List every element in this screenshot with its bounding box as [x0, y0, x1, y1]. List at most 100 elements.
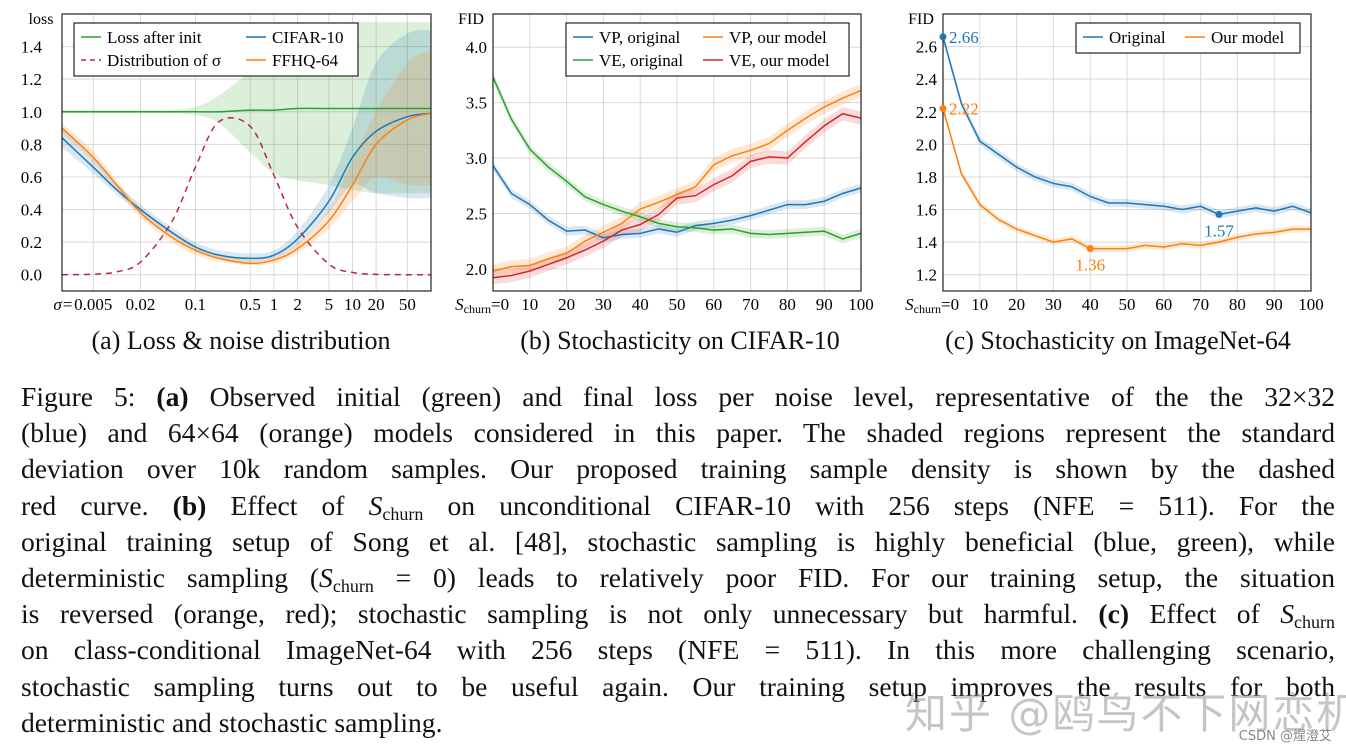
y-tick-label: 2.5	[466, 204, 487, 223]
x-tick-label: 80	[1229, 295, 1246, 314]
plot-frame	[942, 13, 1312, 292]
caption-text: churn	[382, 503, 424, 524]
x-tick-label: 5	[325, 295, 334, 314]
caption-text: stochastic sampling turns out to be usef…	[21, 670, 1335, 702]
caption-text: Figure 5:	[21, 381, 157, 412]
caption-text: = 0) leads to relatively poor FID. For o…	[373, 561, 1336, 593]
figure-caption: Figure 5: (a) Observed initial (green) a…	[21, 379, 1335, 741]
caption-line: red curve. (b) Effect of Schurn on uncon…	[21, 488, 1335, 524]
annotation-label: 1.57	[1204, 221, 1234, 240]
caption-text: (b)	[172, 489, 207, 521]
y-axis-label: loss	[29, 11, 54, 28]
annotation-point	[1215, 210, 1223, 218]
legend-label: Loss after init	[107, 28, 202, 47]
chart-b: 2.0 2.5 3.0 3.5 4.0 FID =0 10 20 30 40 50 60 70 80 90 10…	[455, 11, 874, 316]
series-line-3	[62, 116, 431, 276]
caption-text: S	[319, 561, 333, 593]
x-tick-label: 50	[1119, 295, 1136, 314]
chart-c: 1.2 1.4 1.6 1.8 2.0 2.2 2.4 2.6 FID =0 10 20 30 40 50 6…	[905, 11, 1324, 316]
caption-text: Effect of	[1129, 598, 1281, 630]
caption-line: deterministic and stochastic sampling.	[21, 705, 1335, 741]
caption-text: S	[368, 489, 383, 521]
y-tick-label: 2.6	[916, 38, 937, 57]
x-tick-label: 50	[669, 295, 686, 314]
x-tick-label: 20	[1008, 295, 1025, 314]
x-tick-label: 0.5	[240, 295, 261, 314]
series-line-0	[943, 36, 1311, 216]
series-line-1	[943, 108, 1311, 250]
caption-text: Observed initial (green) and final loss …	[188, 381, 1335, 412]
caption-text: S	[1280, 598, 1295, 630]
series-line-2	[62, 112, 431, 265]
caption-line: (blue) and 64×64 (orange) models conside…	[21, 415, 1335, 451]
legend-label: VP, original	[599, 28, 681, 47]
x-tick-label: 30	[595, 295, 612, 314]
y-tick-label: 2.2	[916, 103, 937, 122]
annotation-label: 1.36	[1075, 256, 1105, 275]
caption-text: (a)	[156, 381, 189, 412]
y-tick-label: 3.5	[466, 94, 487, 113]
y-tick-label: 2.4	[916, 70, 938, 89]
x-tick-label: 70	[742, 295, 759, 314]
legend: Loss after init CIFAR-10 Distribution of σ…	[73, 22, 359, 77]
chart-a: 0.0 0.2 0.4 0.6 0.8 1.0 1.2 1.4 loss 0.005 0.02 0.1…	[21, 11, 432, 314]
watermark: 知乎 @鸥鸟不下网恋机	[905, 689, 1346, 738]
x-tick-label: =0	[941, 295, 959, 314]
x-tick-label: 1	[270, 295, 279, 314]
plot-frame	[61, 13, 432, 292]
caption-line: is reversed (orange, red); stochastic sa…	[21, 596, 1335, 632]
plot-frame	[492, 13, 862, 292]
series-line-0	[493, 165, 861, 239]
caption-line: stochastic sampling turns out to be usef…	[21, 669, 1335, 705]
y-tick-label: 1.8	[916, 168, 937, 187]
legend-label: Distribution of σ	[107, 51, 221, 70]
series-line-1	[493, 89, 861, 272]
legend: VP, original VP, our model VE, original VE,…	[565, 22, 850, 77]
legend-label: VP, our model	[729, 28, 827, 47]
annotation-point	[939, 105, 947, 113]
y-tick-label: 1.2	[916, 266, 937, 285]
subcaption-c: (c) Stochasticity on ImageNet-64	[945, 326, 1291, 355]
caption-text: (c)	[1098, 598, 1130, 630]
caption-line: on class-conditional ImageNet-64 with 25…	[21, 632, 1335, 668]
x-tick-label: 40	[1082, 295, 1099, 314]
y-tick-label: 4.0	[466, 38, 487, 57]
x-tick-label: 10	[344, 295, 361, 314]
caption-line: deterministic sampling (Schurn = 0) lead…	[21, 560, 1335, 596]
y-axis-label: FID	[458, 11, 484, 28]
std-band-2	[493, 72, 861, 244]
x-tick-label: 10	[521, 295, 538, 314]
caption-text: on unconditional CIFAR-10 with 256 steps…	[423, 489, 1336, 521]
caption-text: churn	[332, 575, 374, 596]
y-tick-label: 3.0	[466, 149, 487, 168]
source-mark: CSDN @煋澄艾	[1238, 729, 1332, 744]
x-axis-label: σ=	[53, 295, 73, 314]
y-tick-label: 1.6	[916, 201, 937, 220]
legend-label: VE, our model	[729, 51, 830, 70]
std-band-3	[493, 107, 861, 285]
caption-text: churn	[1294, 612, 1335, 633]
caption-line: Figure 5: (a) Observed initial (green) a…	[21, 379, 1335, 415]
legend-label: Our model	[1211, 28, 1284, 47]
x-axis-label: Schurn	[905, 295, 941, 316]
x-tick-label: 50	[399, 295, 416, 314]
x-tick-label: 0.1	[185, 295, 206, 314]
std-band-2	[62, 49, 431, 266]
series-line-2	[493, 76, 861, 240]
subcaption-a: (a) Loss & noise distribution	[91, 326, 391, 355]
x-tick-label: =0	[491, 295, 509, 314]
x-tick-label: 60	[1155, 295, 1172, 314]
x-tick-label: 100	[1298, 295, 1324, 314]
y-axis-label: FID	[908, 11, 934, 28]
y-tick-label: 0.4	[21, 201, 43, 220]
x-tick-label: 10	[971, 295, 988, 314]
y-tick-label: 1.0	[21, 103, 42, 122]
caption-text: deterministic sampling (	[21, 561, 320, 593]
x-tick-label: 100	[848, 295, 874, 314]
caption-text: deterministic and stochastic sampling.	[21, 706, 443, 738]
caption-text: (blue) and 64×64 (orange) models conside…	[21, 417, 1335, 449]
caption-line: original training setup of Song et al. […	[21, 524, 1335, 560]
y-tick-label: 2.0	[466, 260, 487, 279]
x-tick-label: 40	[632, 295, 649, 314]
legend-label: VE, original	[599, 51, 683, 70]
